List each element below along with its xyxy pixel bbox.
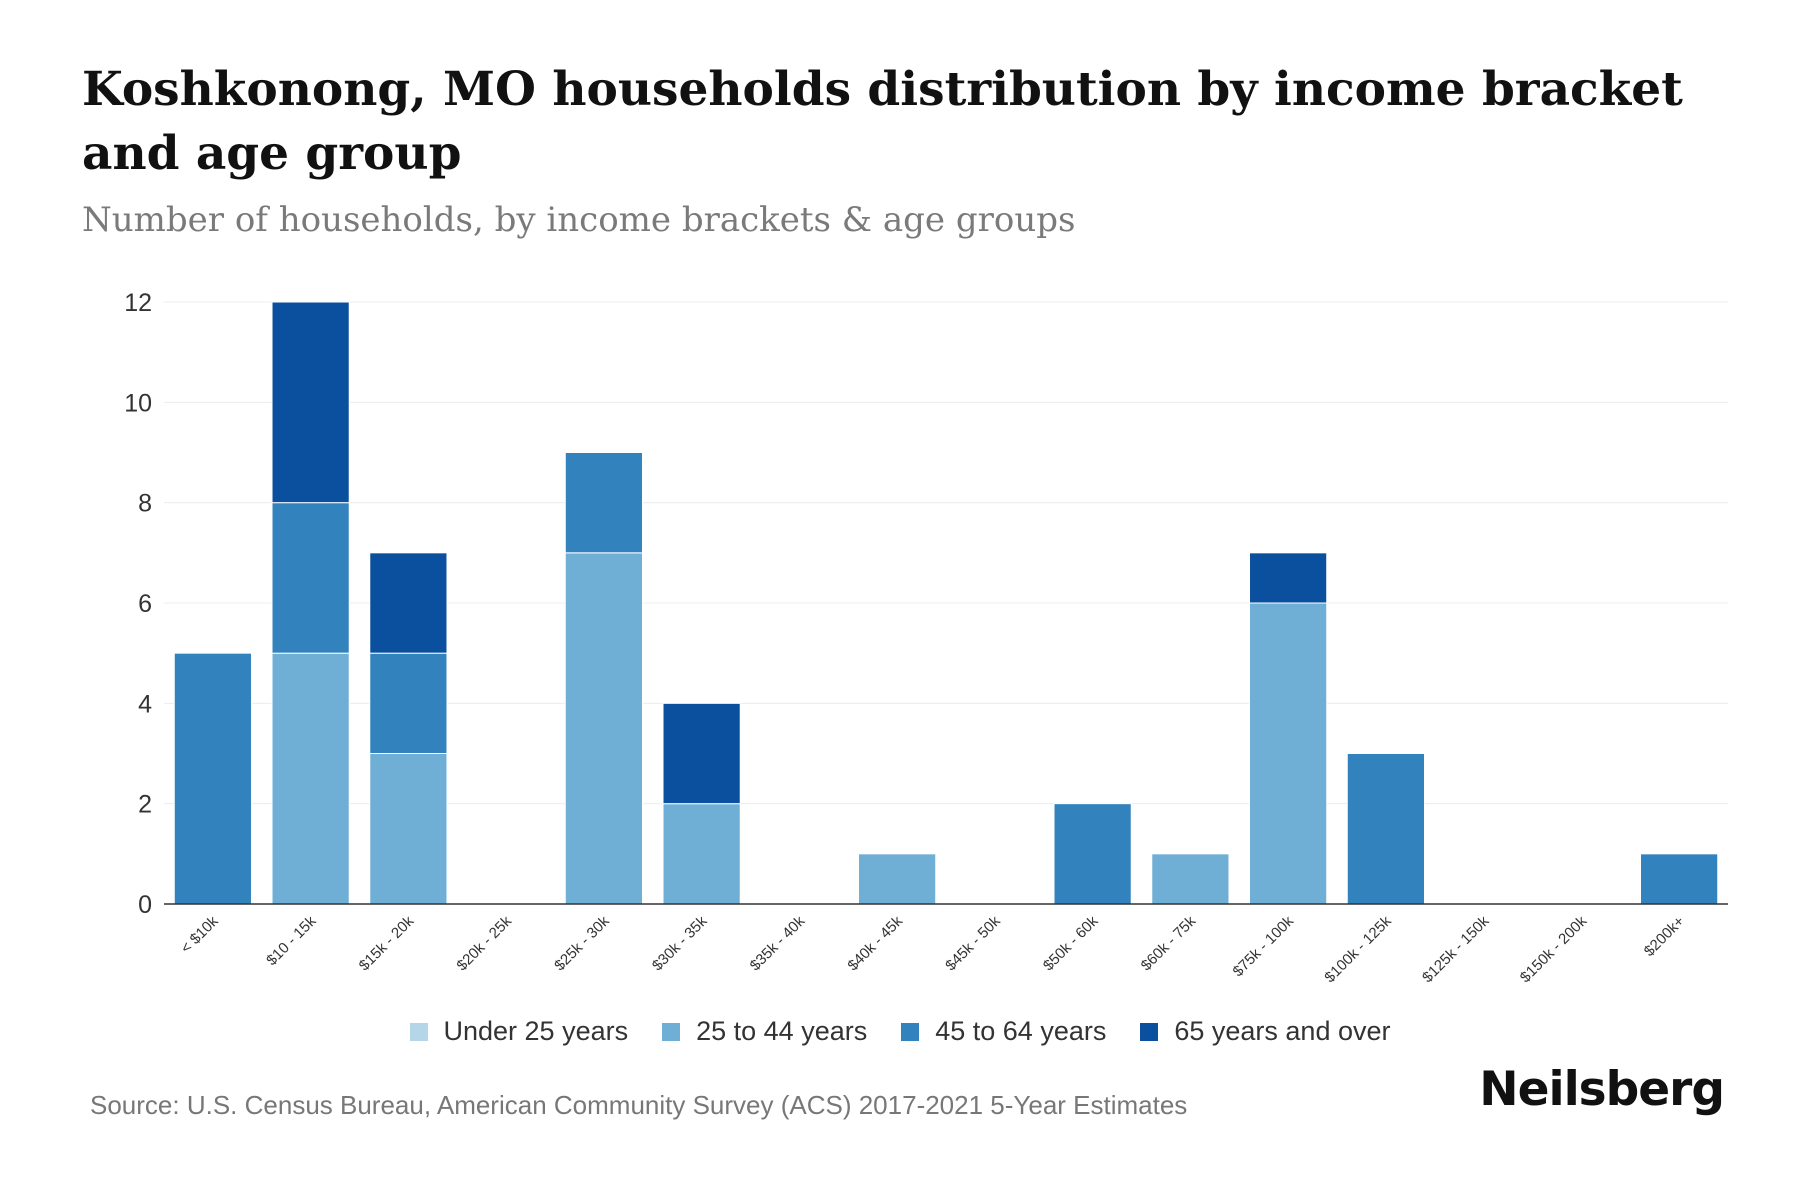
bar-100k-125k-45-to-64-years[interactable] bbox=[1346, 753, 1425, 905]
source-note: Source: U.S. Census Bureau, American Com… bbox=[90, 1090, 1188, 1120]
bar-50k-60k-45-to-64-years[interactable] bbox=[1053, 803, 1132, 905]
bar-10k-45-to-64-years[interactable] bbox=[173, 652, 252, 905]
x-tick-label: $15k - 20k bbox=[356, 912, 418, 974]
legend-item-25-44[interactable]: 25 to 44 years bbox=[662, 1016, 867, 1047]
x-tick-label: $35k - 40k bbox=[747, 912, 809, 974]
x-tick-label: $100k - 125k bbox=[1321, 912, 1395, 986]
bar-25k-30k-25-to-44-years[interactable] bbox=[564, 552, 643, 905]
bar-60k-75k-25-to-44-years[interactable] bbox=[1151, 853, 1230, 905]
y-tick-label: 6 bbox=[138, 590, 152, 618]
bar-200k-45-to-64-years[interactable] bbox=[1640, 853, 1719, 905]
x-tick-label: $30k - 35k bbox=[649, 912, 711, 974]
y-tick-label: 4 bbox=[138, 690, 152, 718]
stacked-bar-chart: 0 2 4 6 8 10 12 < $10k $10 - 15k $15k - 20k $20k … bbox=[124, 289, 1728, 986]
y-tick-label: 2 bbox=[138, 791, 152, 819]
bar-10-15k-45-to-64-years[interactable] bbox=[271, 502, 350, 654]
legend-swatch-25-44 bbox=[662, 1022, 681, 1041]
bar-40k-45k-25-to-44-years[interactable] bbox=[858, 853, 937, 905]
brand-logo[interactable]: Neilsberg bbox=[1479, 1062, 1725, 1117]
bar-30k-35k-25-to-44-years[interactable] bbox=[662, 803, 741, 905]
legend-item-under-25[interactable]: Under 25 years bbox=[409, 1016, 629, 1047]
bar-10-15k-65-years-and-over[interactable] bbox=[271, 301, 350, 504]
bar-25k-30k-45-to-64-years[interactable] bbox=[564, 452, 643, 554]
legend-swatch-65-plus bbox=[1140, 1022, 1159, 1041]
legend-swatch-under-25 bbox=[409, 1022, 428, 1041]
x-tick-label: $10 - 15k bbox=[263, 912, 320, 969]
chart-title: Koshkonong, MO households distribution b… bbox=[82, 62, 1683, 181]
chart-subtitle: Number of households, by income brackets… bbox=[82, 200, 1076, 240]
y-tick-label: 10 bbox=[124, 389, 152, 417]
bar-15k-20k-25-to-44-years[interactable] bbox=[369, 753, 448, 905]
legend-item-45-64[interactable]: 45 to 64 years bbox=[901, 1016, 1106, 1047]
bar-30k-35k-65-years-and-over[interactable] bbox=[662, 702, 741, 805]
legend-swatch-45-64 bbox=[901, 1022, 920, 1041]
x-axis-ticks: < $10k $10 - 15k $15k - 20k $20k - 25k $25k … bbox=[178, 912, 1689, 986]
y-axis-ticks: 0 2 4 6 8 10 12 bbox=[124, 289, 152, 919]
x-tick-label: $60k - 75k bbox=[1138, 912, 1200, 974]
x-tick-label: $200k+ bbox=[1641, 913, 1688, 960]
legend-label-65-plus: 65 years and over bbox=[1174, 1016, 1391, 1046]
y-tick-label: 12 bbox=[124, 289, 152, 317]
bar-75k-100k-25-to-44-years[interactable] bbox=[1249, 602, 1328, 905]
x-tick-label: < $10k bbox=[178, 912, 223, 957]
x-tick-label: $125k - 150k bbox=[1419, 912, 1493, 986]
bar-15k-20k-65-years-and-over[interactable] bbox=[369, 552, 448, 654]
legend-item-65-plus[interactable]: 65 years and over bbox=[1140, 1016, 1391, 1047]
bar-10-15k-25-to-44-years[interactable] bbox=[271, 652, 350, 905]
legend-label-45-64: 45 to 64 years bbox=[935, 1016, 1107, 1046]
x-tick-label: $45k - 50k bbox=[942, 912, 1004, 974]
legend-label-25-44: 25 to 44 years bbox=[696, 1016, 868, 1046]
x-tick-label: $50k - 60k bbox=[1040, 912, 1102, 974]
x-tick-label: $20k - 25k bbox=[453, 912, 515, 974]
legend: Under 25 years 25 to 44 years 45 to 64 y… bbox=[0, 1016, 1800, 1047]
bar-75k-100k-65-years-and-over[interactable] bbox=[1249, 552, 1328, 604]
x-tick-label: $25k - 30k bbox=[551, 912, 613, 974]
x-tick-label: $150k - 200k bbox=[1517, 912, 1591, 986]
x-tick-label: $40k - 45k bbox=[844, 912, 906, 974]
bars bbox=[173, 301, 1719, 905]
x-tick-label: $75k - 100k bbox=[1230, 912, 1298, 980]
y-tick-label: 8 bbox=[138, 490, 152, 518]
bar-15k-20k-45-to-64-years[interactable] bbox=[369, 652, 448, 755]
legend-label-under-25: Under 25 years bbox=[443, 1016, 629, 1046]
y-tick-label: 0 bbox=[138, 891, 152, 919]
